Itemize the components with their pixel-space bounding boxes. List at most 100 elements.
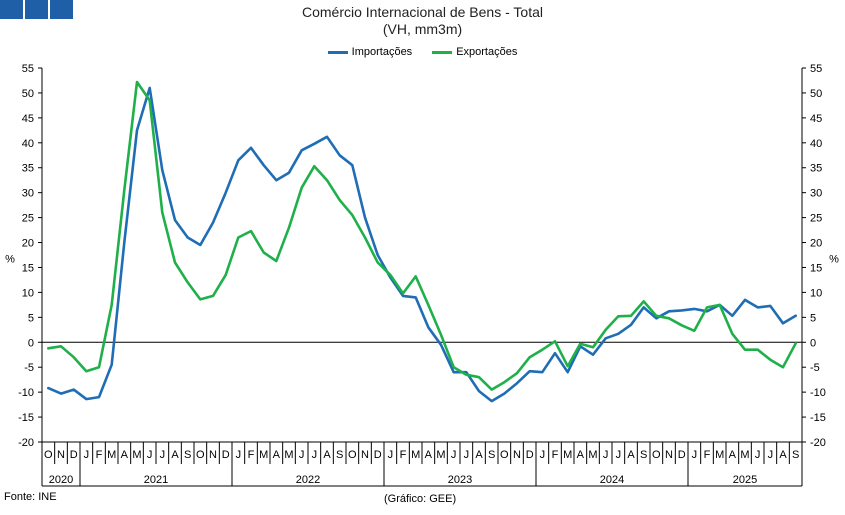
logo-block (0, 0, 23, 19)
x-year-label: 2023 (448, 474, 472, 486)
y-tick-label-left: 45 (22, 113, 34, 125)
y-tick-label-left: 0 (28, 337, 34, 349)
logo (0, 0, 73, 19)
y-tick-label-left: 5 (28, 312, 34, 324)
x-month-label: J (147, 449, 153, 461)
x-month-label: D (678, 449, 686, 461)
x-month-label: A (627, 449, 635, 461)
x-month-label: S (640, 449, 647, 461)
x-month-label: F (552, 449, 559, 461)
x-month-label: D (374, 449, 382, 461)
x-month-label: J (464, 449, 470, 461)
y-axis-title-left: % (5, 253, 15, 265)
y-tick-label-right: -10 (810, 387, 826, 399)
x-month-label: J (692, 449, 698, 461)
x-month-label: D (526, 449, 534, 461)
y-tick-label-left: -5 (24, 362, 34, 374)
y-tick-label-right: 55 (810, 63, 822, 75)
y-tick-label-left: 15 (22, 262, 34, 274)
x-month-label: N (665, 449, 673, 461)
y-tick-label-right: 15 (810, 262, 822, 274)
x-year-label: 2020 (49, 474, 73, 486)
x-month-label: M (132, 449, 141, 461)
x-month-label: J (160, 449, 166, 461)
x-month-label: M (107, 449, 116, 461)
x-month-label: J (755, 449, 761, 461)
x-year-label: 2021 (144, 474, 168, 486)
x-month-label: S (488, 449, 495, 461)
x-month-label: N (209, 449, 217, 461)
x-month-label: D (222, 449, 230, 461)
x-month-label: N (513, 449, 521, 461)
x-month-label: J (236, 449, 242, 461)
y-tick-label-right: 25 (810, 213, 822, 225)
credit-note: (Gráfico: GEE) (384, 493, 457, 505)
legend-swatch-exportacoes (432, 50, 453, 54)
y-tick-label-left: 35 (22, 163, 34, 175)
x-month-label: M (411, 449, 420, 461)
y-tick-label-left: 55 (22, 63, 34, 75)
x-month-label: M (588, 449, 597, 461)
x-month-label: F (96, 449, 103, 461)
x-month-label: J (768, 449, 774, 461)
x-year-label: 2022 (296, 474, 320, 486)
y-tick-label-left: -10 (18, 387, 34, 399)
legend-label-exportacoes: Exportações (456, 46, 518, 58)
x-month-label: A (323, 449, 331, 461)
legend-item-importacoes: Importações (327, 46, 413, 58)
y-tick-label-left: 25 (22, 213, 34, 225)
legend-label-importacoes: Importações (351, 46, 413, 58)
x-month-label: A (121, 449, 129, 461)
source-note: Fonte: INE (4, 491, 57, 503)
x-month-label: J (299, 449, 305, 461)
y-tick-label-left: -15 (18, 412, 34, 424)
x-month-label: O (196, 449, 205, 461)
x-month-label: S (336, 449, 343, 461)
x-month-label: J (616, 449, 622, 461)
x-month-label: M (563, 449, 572, 461)
x-month-label: F (248, 449, 255, 461)
y-tick-label-right: 10 (810, 287, 822, 299)
y-tick-label-left: 10 (22, 287, 34, 299)
x-month-label: M (740, 449, 749, 461)
x-year-label: 2025 (733, 474, 757, 486)
x-month-label: J (312, 449, 318, 461)
y-tick-label-right: 50 (810, 88, 822, 100)
x-month-label: S (184, 449, 191, 461)
y-tick-label-right: -15 (810, 412, 826, 424)
y-tick-label-left: 20 (22, 238, 34, 250)
x-month-label: M (715, 449, 724, 461)
x-month-label: N (57, 449, 65, 461)
x-month-label: A (425, 449, 433, 461)
chart-subtitle: (VH, mm3m) (382, 21, 463, 37)
y-axis-title-right: % (829, 253, 839, 265)
logo-block (25, 0, 48, 19)
x-month-label: A (779, 449, 787, 461)
x-month-label: A (577, 449, 585, 461)
x-month-label: J (540, 449, 546, 461)
x-month-label: S (792, 449, 799, 461)
x-month-label: A (475, 449, 483, 461)
x-month-label: O (348, 449, 357, 461)
x-month-label: J (388, 449, 394, 461)
x-month-label: O (500, 449, 509, 461)
series-line-importacoes (46, 86, 798, 403)
x-month-label: J (603, 449, 609, 461)
y-tick-label-right: 5 (810, 312, 816, 324)
legend: Importações Exportações (0, 46, 845, 58)
x-month-label: A (273, 449, 281, 461)
x-month-label: M (284, 449, 293, 461)
series-line-exportacoes (46, 80, 798, 391)
y-tick-label-right: -20 (810, 437, 826, 449)
y-tick-label-right: 40 (810, 138, 822, 150)
legend-swatch-importacoes (327, 50, 348, 54)
y-tick-label-right: -5 (810, 362, 820, 374)
y-tick-label-right: 35 (810, 163, 822, 175)
x-month-label: A (729, 449, 737, 461)
x-month-label: N (361, 449, 369, 461)
y-tick-label-right: 30 (810, 188, 822, 200)
y-tick-label-right: 0 (810, 337, 816, 349)
chart-title: Comércio Internacional de Bens - Total (302, 4, 543, 20)
y-tick-label-right: 45 (810, 113, 822, 125)
